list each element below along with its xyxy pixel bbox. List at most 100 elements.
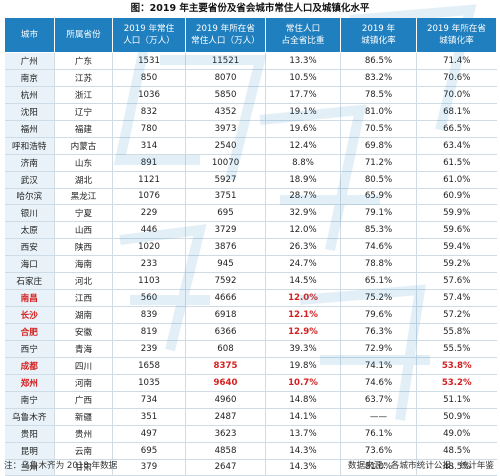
table-cell: 四川 xyxy=(54,357,113,375)
table-cell: 14.5% xyxy=(265,272,341,291)
table-cell: 59.6% xyxy=(416,221,497,240)
table-cell: 2540 xyxy=(185,137,266,155)
table-cell: 1036 xyxy=(112,86,186,104)
table-cell: 50.9% xyxy=(416,408,497,426)
table-cell: 3876 xyxy=(185,238,266,257)
table-cell: 73.6% xyxy=(340,442,417,460)
table-cell: 新疆 xyxy=(54,408,113,426)
table-cell: 19.8% xyxy=(265,357,341,375)
table-cell: 446 xyxy=(112,221,186,240)
table-cell: 10.7% xyxy=(265,374,341,392)
table-cell: 3973 xyxy=(185,120,266,138)
table-cell: 浙江 xyxy=(54,86,113,104)
table-cell: 63.4% xyxy=(416,137,497,155)
table-cell: 76.1% xyxy=(340,425,417,443)
table-cell: 哈尔滨 xyxy=(4,188,55,206)
table-row: 南宁 广西 734 4960 14.8% 63.7% 51.1% xyxy=(4,391,497,409)
table-cell: 695 xyxy=(185,204,266,223)
table-cell: 497 xyxy=(112,425,186,443)
table-cell: 宁夏 xyxy=(54,204,113,223)
table-cell: 7592 xyxy=(185,272,266,291)
table-cell: 12.1% xyxy=(265,306,341,324)
table-row: 福州 福建 780 3973 19.6% 70.5% 66.5% xyxy=(4,120,497,138)
table-cell: 39.3% xyxy=(265,340,341,358)
table-cell: 75.2% xyxy=(340,289,417,308)
table-cell: 233 xyxy=(112,255,186,274)
table-cell: 济南 xyxy=(4,154,55,172)
table-cell: 4352 xyxy=(185,103,266,121)
table-cell: 61.0% xyxy=(416,171,497,189)
table-cell: 891 xyxy=(112,154,186,172)
table-cell: 8375 xyxy=(185,357,266,375)
table-cell: 28.7% xyxy=(265,188,341,206)
data-source: 数据来源：各城市统计公报、统计年鉴 xyxy=(347,461,494,471)
table-cell: 西宁 xyxy=(4,340,55,358)
table-cell: 山东 xyxy=(54,154,113,172)
table-cell: 65.9% xyxy=(340,188,417,206)
column-header: 所属省份 xyxy=(54,17,113,53)
table-cell: 10070 xyxy=(185,154,266,172)
table-cell: 12.0% xyxy=(265,221,341,240)
table-row: 贵阳 贵州 497 3623 13.7% 76.1% 49.0% xyxy=(4,425,497,443)
table-cell: 海口 xyxy=(4,255,55,274)
table-cell: 乌鲁木齐 xyxy=(4,408,55,426)
table-cell: 1531 xyxy=(112,52,186,70)
table-cell: 83.2% xyxy=(340,69,417,87)
table-cell: 武汉 xyxy=(4,171,55,189)
table-cell: 安徽 xyxy=(54,323,113,341)
table-row: 呼和浩特 内蒙古 314 2540 12.4% 69.8% 63.4% xyxy=(4,137,497,155)
table-cell: 4960 xyxy=(185,391,266,409)
table-cell: 10.5% xyxy=(265,69,341,87)
table-cell: 湖北 xyxy=(54,171,113,189)
table-cell: 76.3% xyxy=(340,323,417,341)
table-cell: 陕西 xyxy=(54,238,113,257)
column-header: 城市 xyxy=(4,17,55,53)
table-cell: 72.9% xyxy=(340,340,417,358)
column-header: 2019 年常住 人口（万人） xyxy=(112,17,186,53)
table-row: 南昌 江西 560 4666 12.0% 75.2% 57.4% xyxy=(4,289,497,308)
table-cell: 695 xyxy=(112,442,186,460)
table-cell: —— xyxy=(340,408,417,426)
table-cell: 81.0% xyxy=(340,103,417,121)
table-body: 广州 广东 1531 11521 13.3% 86.5% 71.4% 南京 江苏 850 8070 1… xyxy=(4,52,497,476)
table-cell: 12.9% xyxy=(265,323,341,341)
table-cell: 青海 xyxy=(54,340,113,358)
table-cell: 福建 xyxy=(54,120,113,138)
table-cell: 江西 xyxy=(54,289,113,308)
table-cell: 850 xyxy=(112,69,186,87)
table-cell: 59.2% xyxy=(416,255,497,274)
table-cell: 229 xyxy=(112,204,186,223)
table-cell: 6918 xyxy=(185,306,266,324)
table-cell: 51.1% xyxy=(416,391,497,409)
table-cell: 3729 xyxy=(185,221,266,240)
table-cell: 63.7% xyxy=(340,391,417,409)
table-cell: 832 xyxy=(112,103,186,121)
table-title: 图：2019 年主要省份及省会城市常住人口及城镇化水平 xyxy=(130,3,370,14)
table-row: 济南 山东 891 10070 8.8% 71.2% 61.5% xyxy=(4,154,497,172)
table-cell: 239 xyxy=(112,340,186,358)
table-cell: 1020 xyxy=(112,238,186,257)
table-cell: 黑龙江 xyxy=(54,188,113,206)
table-cell: 4858 xyxy=(185,442,266,460)
table-cell: 1121 xyxy=(112,171,186,189)
table-cell: 79.6% xyxy=(340,306,417,324)
table-cell: 819 xyxy=(112,323,186,341)
table-cell: 南宁 xyxy=(4,391,55,409)
table-cell: 贵阳 xyxy=(4,425,55,443)
table-cell: 辽宁 xyxy=(54,103,113,121)
table-cell: 8.8% xyxy=(265,154,341,172)
table-row: 杭州 浙江 1036 5850 17.7% 78.5% 70.0% xyxy=(4,86,497,104)
table-cell: 1076 xyxy=(112,188,186,206)
table-cell: 4666 xyxy=(185,289,266,308)
table-cell: 80.5% xyxy=(340,171,417,189)
column-header: 常住人口 占全省比重 xyxy=(265,17,341,53)
table-cell: 70.6% xyxy=(416,69,497,87)
table-cell: 沈阳 xyxy=(4,103,55,121)
table-cell: 60.9% xyxy=(416,188,497,206)
table-cell: 14.3% xyxy=(265,442,341,460)
table-cell: 石家庄 xyxy=(4,272,55,291)
table-cell: 广州 xyxy=(4,52,55,70)
table-cell: 49.0% xyxy=(416,425,497,443)
table-cell: 57.2% xyxy=(416,306,497,324)
table-cell: 银川 xyxy=(4,204,55,223)
